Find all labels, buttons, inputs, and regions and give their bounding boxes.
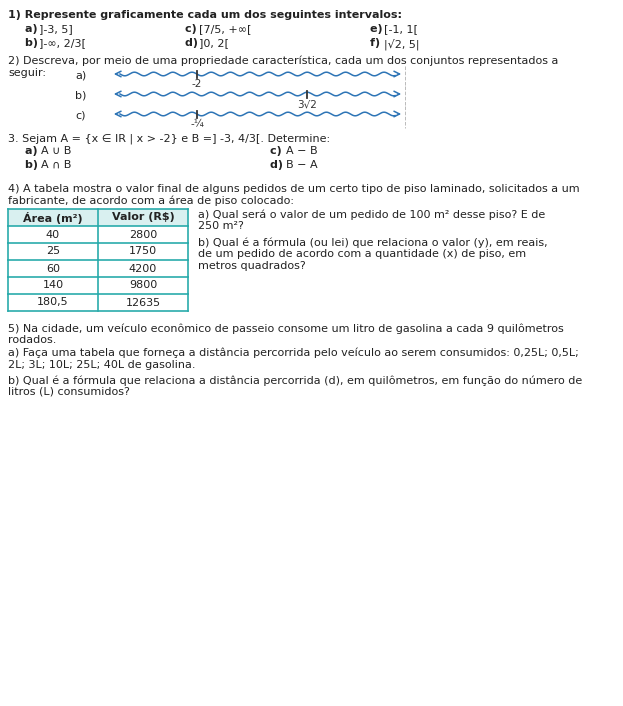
Text: a) Qual será o valor de um pedido de 100 m² desse piso? E de: a) Qual será o valor de um pedido de 100…	[198, 209, 545, 220]
Text: |√2, 5|: |√2, 5|	[384, 38, 419, 49]
Text: f): f)	[370, 38, 384, 48]
Text: 140: 140	[42, 280, 64, 290]
Text: b): b)	[25, 160, 42, 170]
Text: a): a)	[25, 146, 42, 156]
Text: metros quadrados?: metros quadrados?	[198, 261, 306, 271]
Text: ]-3, 5]: ]-3, 5]	[39, 24, 73, 34]
Text: [-1, 1[: [-1, 1[	[384, 24, 418, 34]
Text: ]-∞, 2/3[: ]-∞, 2/3[	[39, 38, 86, 48]
Text: 9800: 9800	[129, 280, 157, 290]
Text: d): d)	[270, 160, 287, 170]
Text: b) Qual é a fórmula (ou lei) que relaciona o valor (y), em reais,: b) Qual é a fórmula (ou lei) que relacio…	[198, 237, 548, 248]
Text: 25: 25	[46, 246, 60, 256]
Text: 250 m²?: 250 m²?	[198, 221, 244, 231]
Text: c): c)	[270, 146, 285, 156]
Text: A ∪ B: A ∪ B	[41, 146, 72, 156]
Text: b): b)	[25, 38, 42, 48]
Text: 2L; 3L; 10L; 25L; 40L de gasolina.: 2L; 3L; 10L; 25L; 40L de gasolina.	[8, 360, 196, 370]
Text: 12635: 12635	[125, 297, 161, 308]
Text: 5) Na cidade, um veículo econômico de passeio consome um litro de gasolina a cad: 5) Na cidade, um veículo econômico de pa…	[8, 323, 564, 333]
Text: seguir:: seguir:	[8, 68, 46, 78]
Text: ]0, 2[: ]0, 2[	[199, 38, 229, 48]
Bar	[8, 209, 188, 226]
Text: A − B: A − B	[286, 146, 318, 156]
Text: litros (L) consumidos?: litros (L) consumidos?	[8, 387, 130, 397]
Text: de um pedido de acordo com a quantidade (x) de piso, em: de um pedido de acordo com a quantidade …	[198, 249, 526, 259]
Text: c): c)	[185, 24, 201, 34]
Text: b) Qual é a fórmula que relaciona a distância percorrida (d), em quilômetros, em: b) Qual é a fórmula que relaciona a dist…	[8, 375, 583, 385]
Text: a) Faça uma tabela que forneça a distância percorrida pelo veículo ao serem cons: a) Faça uma tabela que forneça a distânc…	[8, 348, 579, 359]
Text: b): b)	[75, 90, 87, 100]
Text: 40: 40	[46, 229, 60, 239]
Text: a): a)	[25, 24, 42, 34]
Text: Valor (R$): Valor (R$)	[112, 213, 174, 222]
Text: 3√2: 3√2	[297, 99, 317, 109]
Text: Área (m²): Área (m²)	[23, 212, 83, 224]
Text: 1) Represente graficamente cada um dos seguintes intervalos:: 1) Represente graficamente cada um dos s…	[8, 10, 402, 20]
Text: 2) Descreva, por meio de uma propriedade característica, cada um dos conjuntos r: 2) Descreva, por meio de uma propriedade…	[8, 56, 558, 66]
Text: A ∩ B: A ∩ B	[41, 160, 72, 170]
Text: rodados.: rodados.	[8, 335, 56, 345]
Text: 3. Sejam A = {x ∈ IR | x > -2} e B =] -3, 4/3[. Determine:: 3. Sejam A = {x ∈ IR | x > -2} e B =] -3…	[8, 133, 330, 143]
Text: B − A: B − A	[286, 160, 318, 170]
Text: c): c)	[75, 110, 85, 120]
Text: 4) A tabela mostra o valor final de alguns pedidos de um certo tipo de piso lami: 4) A tabela mostra o valor final de algu…	[8, 184, 579, 194]
Text: 2800: 2800	[129, 229, 157, 239]
Text: 60: 60	[46, 263, 60, 273]
Text: -2: -2	[192, 79, 202, 89]
Text: 1750: 1750	[129, 246, 157, 256]
Text: [7/5, +∞[: [7/5, +∞[	[199, 24, 252, 34]
Text: 4200: 4200	[129, 263, 157, 273]
Text: d): d)	[185, 38, 202, 48]
Text: 180,5: 180,5	[37, 297, 69, 308]
Text: a): a)	[75, 70, 86, 80]
Text: -¼: -¼	[190, 119, 204, 129]
Text: fabricante, de acordo com a área de piso colocado:: fabricante, de acordo com a área de piso…	[8, 196, 294, 206]
Text: e): e)	[370, 24, 386, 34]
